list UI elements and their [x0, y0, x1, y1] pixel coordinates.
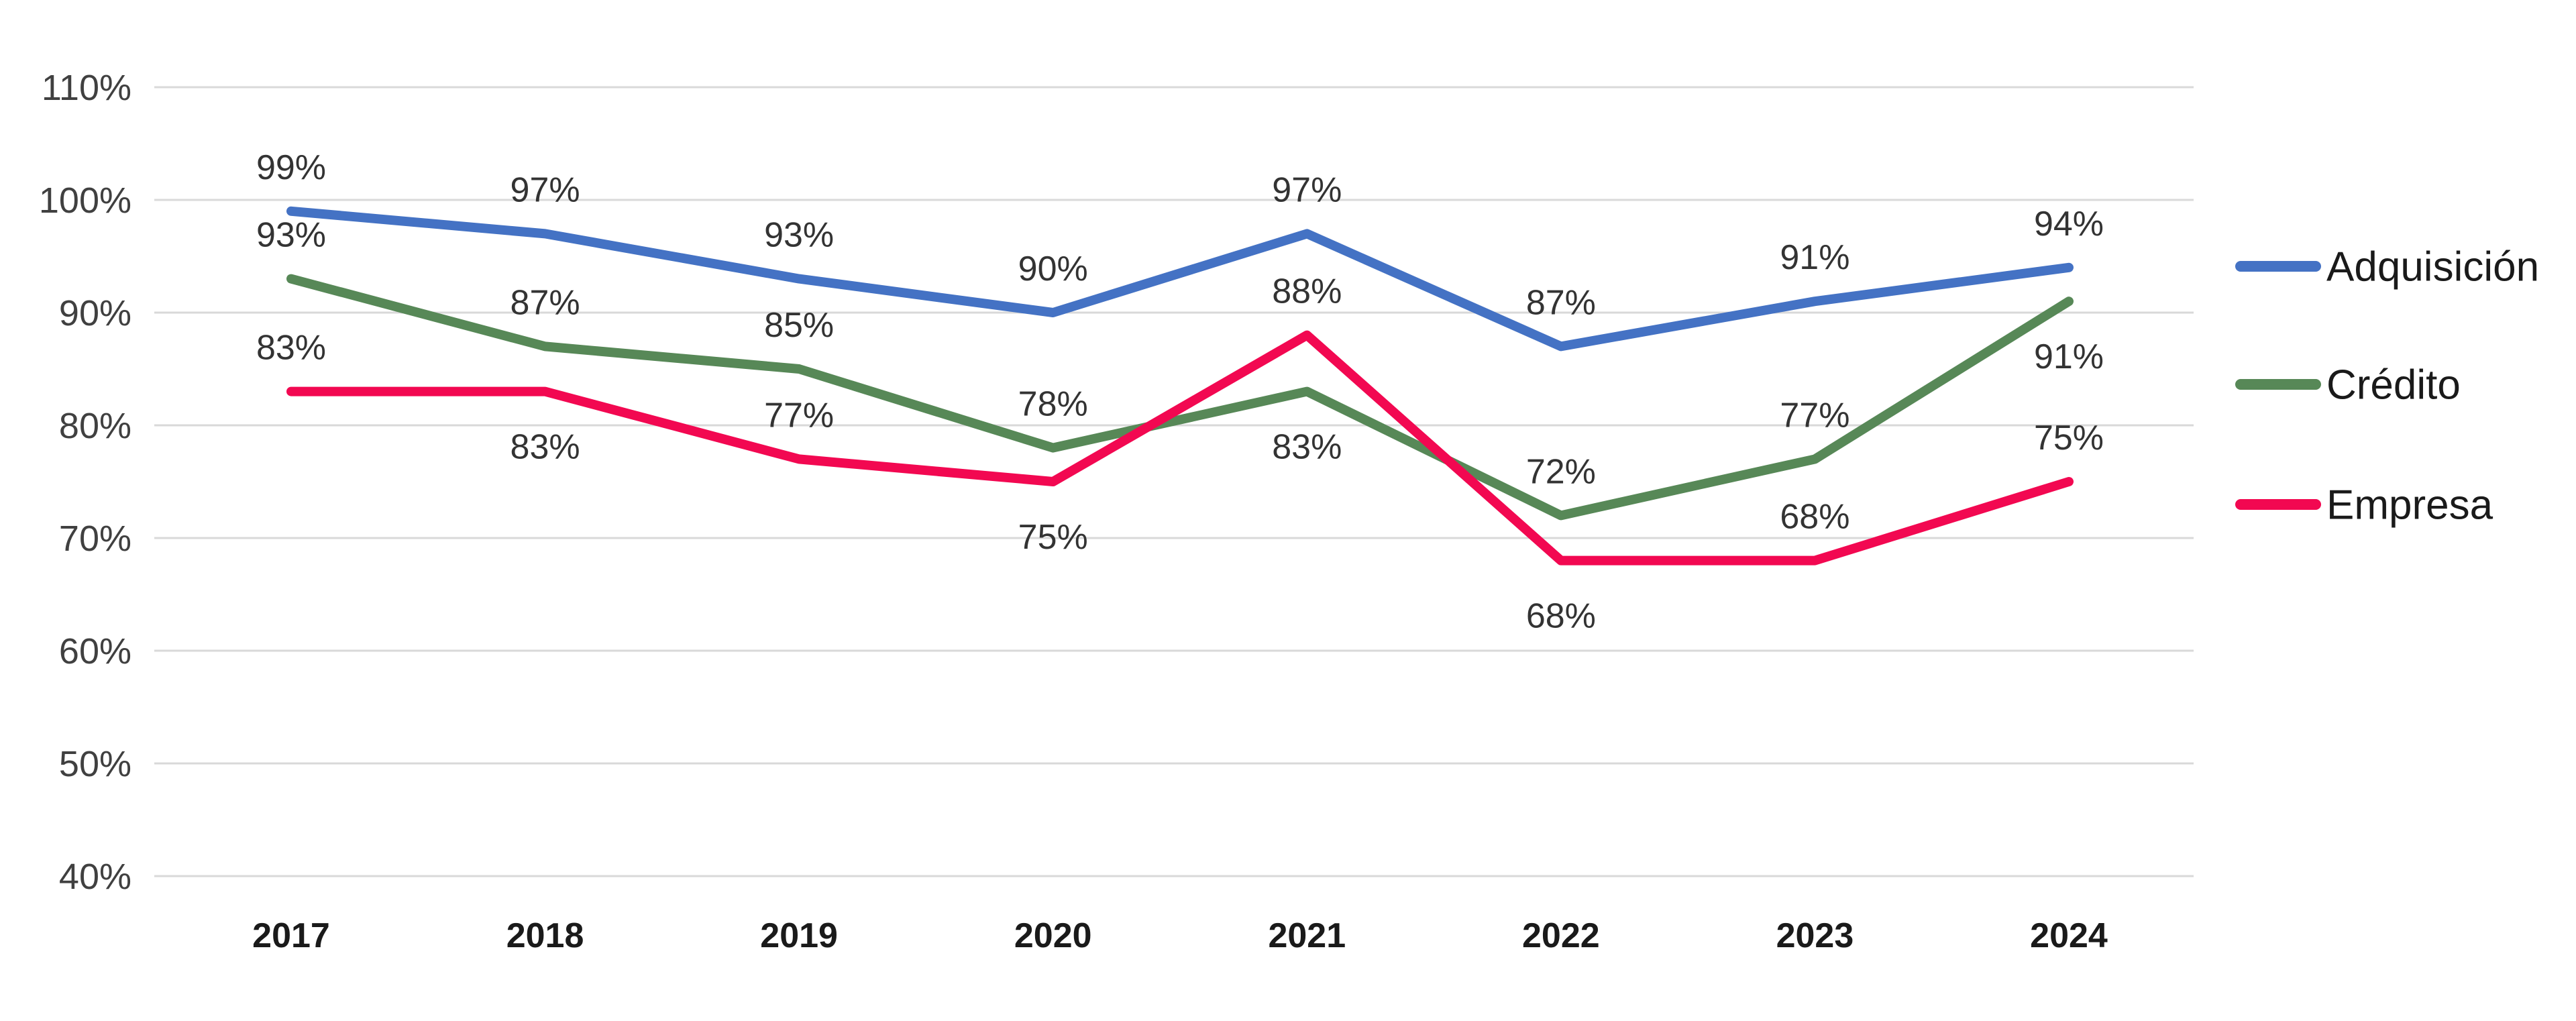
x-axis-label-2019: 2019	[760, 916, 838, 955]
data-label-credito-2023: 77%	[1780, 396, 1849, 435]
data-label-credito-2019: 85%	[764, 306, 834, 345]
data-label-adquisicion-2021: 97%	[1272, 170, 1342, 209]
y-axis-label-80: 80%	[59, 406, 131, 446]
y-axis-label-100: 100%	[39, 180, 131, 221]
x-axis-label-2017: 2017	[252, 916, 330, 955]
y-axis-label-40: 40%	[59, 857, 131, 897]
data-label-empresa-2019: 77%	[764, 396, 834, 435]
data-label-credito-2017: 93%	[256, 216, 326, 255]
legend-label-adquisicion: Adquisición	[2326, 244, 2539, 290]
data-label-empresa-2017: 83%	[256, 329, 326, 368]
data-label-adquisicion-2022: 87%	[1526, 283, 1596, 322]
data-label-empresa-2020: 75%	[1018, 518, 1088, 557]
data-label-adquisicion-2024: 94%	[2034, 205, 2104, 244]
data-label-adquisicion-2017: 99%	[256, 148, 326, 187]
x-axis-label-2021: 2021	[1268, 916, 1346, 955]
legend-item-credito: Crédito	[2235, 362, 2461, 409]
series-line-empresa	[286, 330, 2074, 566]
data-label-empresa-2018: 83%	[511, 428, 580, 467]
data-label-credito-2018: 87%	[511, 283, 580, 322]
y-axis-label-50: 50%	[59, 744, 131, 784]
data-label-credito-2021: 83%	[1272, 428, 1342, 467]
data-label-empresa-2023: 68%	[1780, 498, 1849, 537]
y-axis-label-60: 60%	[59, 631, 131, 671]
data-label-credito-2022: 72%	[1526, 452, 1596, 491]
legend-item-empresa: Empresa	[2235, 482, 2493, 529]
legend-item-adquisicion: Adquisición	[2235, 244, 2539, 290]
data-label-adquisicion-2020: 90%	[1018, 250, 1088, 288]
x-axis-label-2023: 2023	[1776, 916, 1854, 955]
legend-label-credito: Crédito	[2326, 362, 2461, 409]
data-label-adquisicion-2018: 97%	[511, 170, 580, 209]
y-axis-label-110: 110%	[42, 68, 131, 108]
data-label-adquisicion-2023: 91%	[1780, 238, 1849, 277]
legend-label-empresa: Empresa	[2326, 482, 2493, 529]
y-axis-label-70: 70%	[59, 519, 131, 559]
data-label-empresa-2022: 68%	[1526, 597, 1596, 636]
series-line-credito	[286, 274, 2074, 521]
x-axis-label-2024: 2024	[2030, 916, 2108, 955]
data-label-empresa-2021: 88%	[1272, 272, 1342, 311]
x-axis-label-2022: 2022	[1522, 916, 1600, 955]
data-label-adquisicion-2019: 93%	[764, 216, 834, 255]
x-axis-label-2018: 2018	[506, 916, 584, 955]
y-axis-label-90: 90%	[59, 293, 131, 333]
series-line-adquisicion	[286, 206, 2074, 352]
data-label-empresa-2024: 75%	[2034, 419, 2104, 458]
data-label-credito-2020: 78%	[1018, 385, 1088, 424]
x-axis-label-2020: 2020	[1014, 916, 1092, 955]
data-label-credito-2024: 91%	[2034, 337, 2104, 376]
